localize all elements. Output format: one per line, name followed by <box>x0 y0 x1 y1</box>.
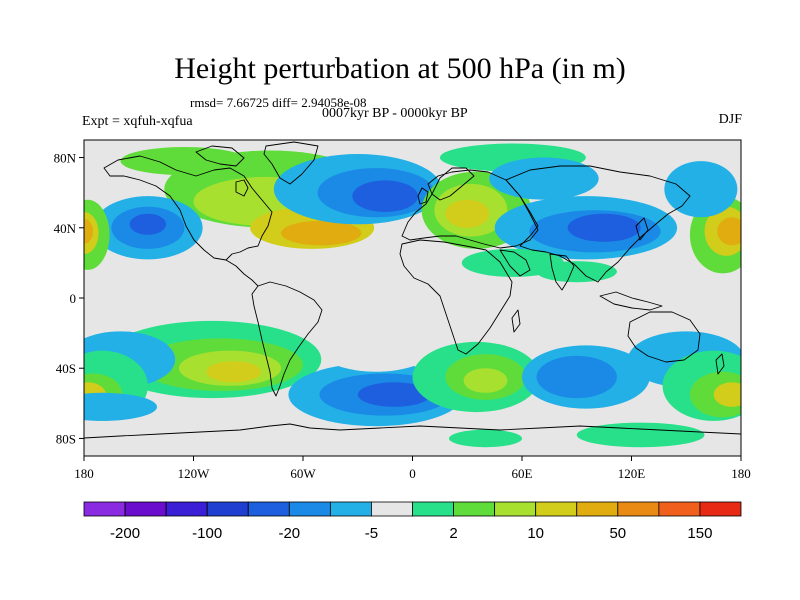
colorbar-label-1: -100 <box>192 525 222 542</box>
colorbar-swatch-14 <box>658 501 701 517</box>
anomaly-region-13 <box>717 217 741 246</box>
coastline-central-america <box>225 259 259 287</box>
anomaly-region-20 <box>445 199 490 228</box>
coastline-hudson-bay <box>235 179 249 197</box>
y-tick-label-2: 0 <box>70 291 77 306</box>
colorbar-swatch-13 <box>617 501 660 517</box>
y-tick-label-3: 40S <box>56 361 76 376</box>
x-tick-label-2: 60W <box>290 466 316 481</box>
coastline-arctic-islands <box>195 145 245 167</box>
anomaly-region-31 <box>206 361 262 383</box>
anomaly-region-43 <box>463 368 508 393</box>
coastline-australia <box>627 311 701 363</box>
coastline-north-america <box>103 155 273 261</box>
x-tick-label-3: 0 <box>409 466 416 481</box>
x-tick-label-6: 180 <box>731 466 751 481</box>
x-tick-label-1: 120W <box>178 466 211 481</box>
colorbar: -200 -100 -20 -5 2 10 50 150 <box>83 501 742 542</box>
anomaly-region-10 <box>84 219 94 244</box>
coastlines <box>84 141 741 439</box>
x-tick-label-5: 120E <box>618 466 646 481</box>
colorbar-label-4: 2 <box>449 525 457 542</box>
anomaly-region-25 <box>489 157 599 200</box>
colorbar-swatch-9 <box>453 501 496 517</box>
rmsd-diff-stats: rmsd= 7.66725 diff= 2.94058e-08 <box>190 95 367 110</box>
coastline-india <box>549 253 575 291</box>
period-label: 0007kyr BP - 0000kyr BP <box>322 106 468 121</box>
anomaly-region-39 <box>357 382 431 407</box>
season-label: DJF <box>718 112 742 127</box>
coastline-africa <box>399 239 513 355</box>
anomaly-region-52 <box>449 429 522 448</box>
anomaly-region-24 <box>567 213 641 242</box>
colorbar-swatch-3 <box>206 501 249 517</box>
colorbar-swatch-12 <box>576 501 619 517</box>
anomaly-region-7 <box>129 213 167 235</box>
coastline-new-zealand <box>715 353 725 375</box>
colorbar-swatch-11 <box>535 501 578 517</box>
experiment-label: Expt = xqfuh-xqfua <box>82 114 193 129</box>
anomaly-region-36 <box>84 392 157 421</box>
coastline-indonesia <box>599 291 663 311</box>
colorbar-label-6: 50 <box>609 525 626 542</box>
map-area <box>84 140 741 456</box>
colorbar-label-7: 150 <box>687 525 712 542</box>
colorbar-swatch-7 <box>371 501 413 517</box>
coastline-madagascar <box>511 309 521 333</box>
colorbar-swatch-6 <box>329 501 372 517</box>
colorbar-label-3: -5 <box>365 525 378 542</box>
coastline-britain <box>417 187 429 205</box>
anomaly-region-4 <box>120 147 249 176</box>
colorbar-swatch-10 <box>494 501 537 517</box>
colorbar-label-0: -200 <box>110 525 140 542</box>
anomaly-region-50 <box>713 382 741 407</box>
coastline-europe <box>401 169 539 249</box>
coastline-greenland <box>263 141 319 185</box>
x-tick-label-0: 180 <box>74 466 94 481</box>
coastline-arabia <box>499 249 531 277</box>
anomaly-region-40 <box>321 329 431 372</box>
anomaly-region-46 <box>449 306 595 342</box>
anomaly-region-27 <box>536 261 617 283</box>
anomaly-layer <box>84 143 741 448</box>
anomaly-region-14 <box>664 161 738 218</box>
anomaly-region-17 <box>352 180 418 212</box>
colorbar-swatch-5 <box>288 501 331 517</box>
colorbar-swatch-15 <box>699 501 742 517</box>
anomaly-region-51 <box>576 422 705 448</box>
colorbar-swatch-4 <box>247 501 290 517</box>
anomaly-region-45 <box>536 355 617 399</box>
chart-title: Height perturbation at 500 hPa (in m) <box>174 52 626 85</box>
colorbar-swatch-0 <box>83 501 126 517</box>
colorbar-swatch-8 <box>412 501 454 517</box>
map-axes: 180 120W 60W 0 60E 120E 180 80N 40N 0 40S 80S <box>54 151 751 481</box>
anomaly-region-3 <box>281 220 362 246</box>
y-tick-label-1: 40N <box>54 221 77 236</box>
coastline-antarctica <box>84 423 741 439</box>
colorbar-label-5: 10 <box>527 525 544 542</box>
coastline-south-america <box>251 281 323 397</box>
y-tick-label-0: 80N <box>54 151 77 166</box>
colorbar-swatch-1 <box>124 501 167 517</box>
x-tick-label-4: 60E <box>512 466 533 481</box>
coastline-asia <box>505 165 691 283</box>
colorbar-swatch-2 <box>165 501 208 517</box>
y-tick-label-4: 80S <box>56 431 76 446</box>
colorbar-label-2: -20 <box>278 525 300 542</box>
coastline-japan <box>635 217 649 241</box>
coastline-scandinavia <box>431 167 475 201</box>
